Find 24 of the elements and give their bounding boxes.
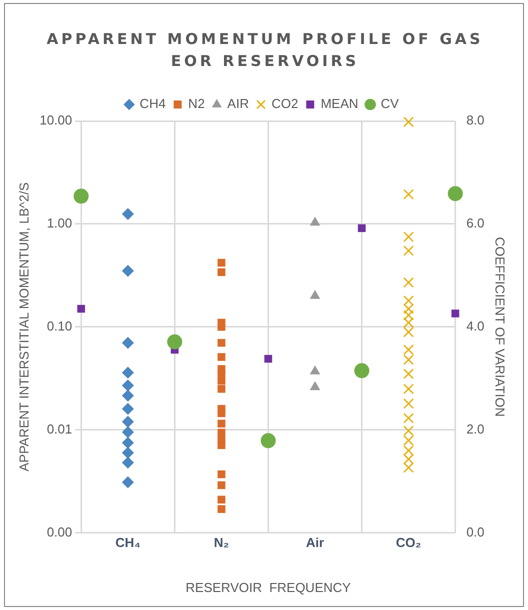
x-axis-title: RESERVOIR FREQUENCY (186, 580, 352, 595)
y-tick-label: 0.00 (46, 524, 72, 540)
legend-label: CO2 (271, 96, 298, 112)
legend-label: MEAN (320, 96, 358, 112)
y-tick-label: 0.01 (46, 421, 72, 436)
x-tick-label: Air (306, 535, 324, 550)
y2-axis-title: COEFFICIENT OF VARIATION (492, 236, 508, 417)
y2-tick-label: 4.0 (466, 318, 484, 334)
x-tick-label: N₂ (214, 535, 230, 550)
y-axis-title: APPARENT INTERSTITIAL MOMENTUM, LB^2/S (16, 182, 32, 472)
legend-label: AIR (227, 96, 249, 112)
y-tick-label: 0.10 (46, 318, 72, 334)
x-tick-label: CH₄ (115, 535, 140, 550)
y2-tick-label: 0.0 (466, 524, 484, 540)
y-tick-label: 1.00 (46, 216, 72, 231)
y2-tick-label: 8.0 (466, 112, 484, 128)
y2-tick-label: 2.0 (466, 421, 484, 436)
legend-label: N2 (188, 96, 205, 112)
y2-tick-label: 6.0 (466, 216, 484, 231)
y-tick-label: 10.00 (40, 112, 72, 128)
x-tick-label: CO₂ (396, 535, 422, 550)
chart-title: APPARENT MOMENTUM PROFILE OF GAS EOR RESERVOIRS (46, 29, 484, 72)
legend-label: CH4 (140, 96, 166, 112)
legend-label: CV (380, 96, 400, 112)
